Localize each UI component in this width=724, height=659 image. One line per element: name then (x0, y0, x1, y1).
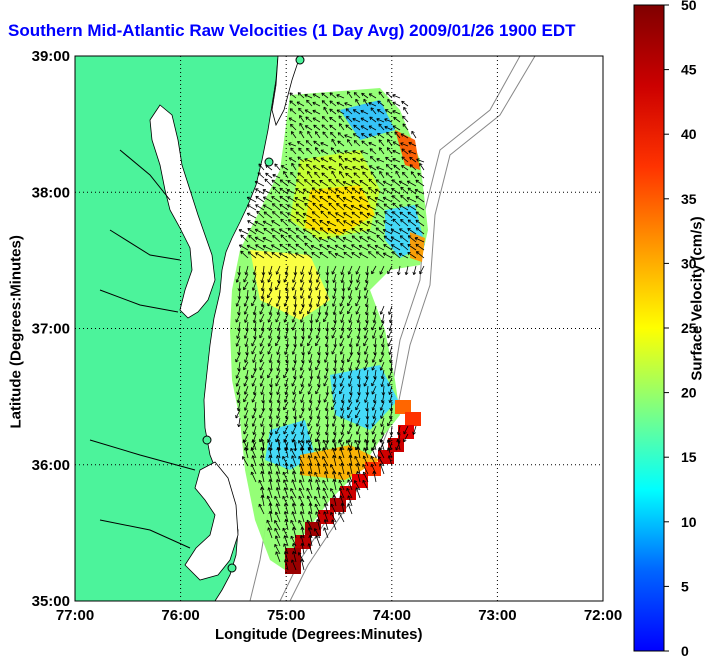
radar-station-marker (295, 56, 305, 65)
y-tick-label: 38:00 (32, 184, 70, 201)
x-tick-label: 74:00 (373, 607, 411, 624)
colorbar-tick-label: 35 (681, 191, 697, 207)
colorbar-tick-label: 50 (681, 0, 697, 13)
colorbar-tick-label: 5 (681, 578, 689, 594)
velocity-vectors (235, 91, 425, 571)
colorbar-tick-label: 25 (681, 320, 697, 336)
y-tick-label: 36:00 (32, 457, 70, 474)
colorbar-tick-label: 10 (681, 514, 697, 530)
colorbar-tick-label: 40 (681, 126, 697, 142)
x-tick-label: 72:00 (584, 607, 622, 624)
chesapeake-bay (149, 104, 216, 319)
y-tick-label: 35:00 (32, 593, 70, 610)
colorbar-tick-label: 0 (681, 643, 689, 659)
x-tick-label: 75:00 (267, 607, 305, 624)
radar-station-marker (227, 563, 237, 573)
map-grid (75, 56, 603, 601)
colorbar-tick-label: 30 (681, 255, 697, 271)
y-tick-label: 37:00 (32, 321, 70, 338)
plot-border (74, 55, 604, 602)
colorbar-tick-label: 45 (681, 62, 697, 78)
y-axis-ticks: 39:00 38:00 37:00 36:00 35:00 (32, 48, 70, 610)
x-axis-label: Longitude (Degrees:Minutes) (215, 626, 423, 643)
x-tick-label: 76:00 (161, 607, 199, 624)
x-tick-label: 77:00 (56, 607, 94, 624)
map-title: Southern Mid-Atlantic Raw Velocities (1 … (8, 21, 576, 40)
colorbar (633, 4, 665, 652)
x-tick-label: 73:00 (478, 607, 516, 624)
radar-station-marker (202, 435, 212, 445)
x-axis-ticks: 77:00 76:00 75:00 74:00 73:00 72:00 (56, 607, 622, 624)
radar-station-marker (264, 157, 274, 167)
y-tick-label: 39:00 (32, 48, 70, 65)
pamlico-sound (184, 461, 239, 581)
colorbar-ticks: 0 5 10 15 20 25 30 35 40 45 50 (664, 0, 697, 659)
colorbar-tick-label: 15 (681, 449, 697, 465)
colorbar-tick-label: 20 (681, 385, 697, 401)
